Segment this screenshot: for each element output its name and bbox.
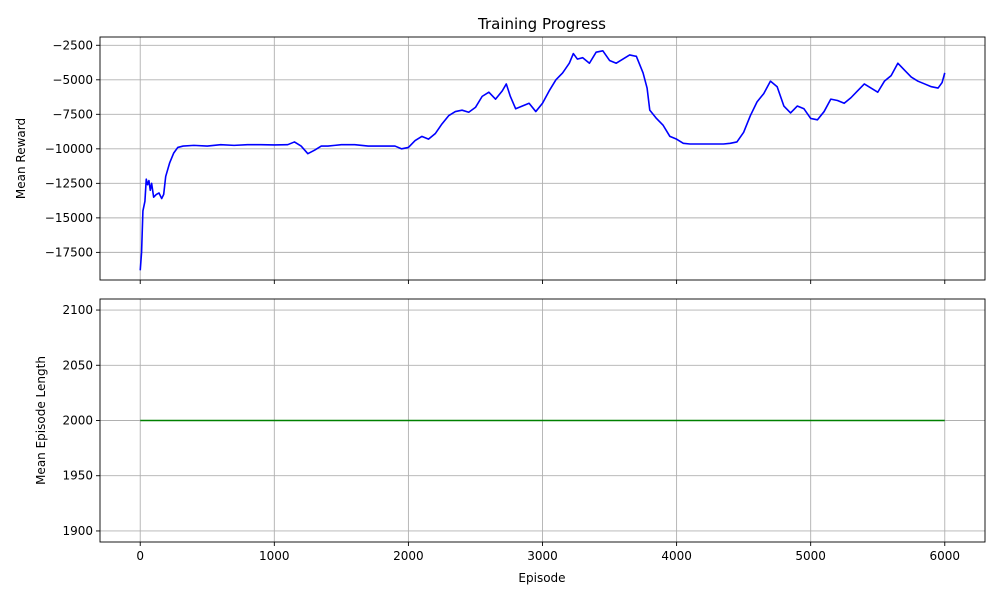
- episode-length-subplot: 0 1000 2000 3000 4000 5000 6000 1900 1950 2000 205…: [34, 298, 986, 585]
- y-tick-label: −2500: [52, 38, 93, 52]
- series-line: [139, 50, 946, 271]
- y-tick-label: −12500: [45, 176, 93, 190]
- chart-title: Training Progress: [477, 15, 606, 33]
- x-tick-label: 2000: [393, 549, 424, 563]
- y-tick-label: 2100: [62, 303, 93, 317]
- y-tick-label: −5000: [52, 73, 93, 87]
- reward-ticks: −17500 −15000 −12500 −10000 −7500 −5000 −2500: [45, 38, 946, 284]
- y-tick-label: 2000: [62, 414, 93, 428]
- reward-subplot: Training Progress −17500 −15000 −12500 −100…: [14, 15, 986, 284]
- length-ticks: 0 1000 2000 3000 4000 5000 6000 1900 1950 2000 205…: [62, 303, 960, 563]
- y-tick-label: 1900: [62, 524, 93, 538]
- length-y-axis-label: Mean Episode Length: [34, 356, 48, 485]
- x-tick-label: 3000: [527, 549, 558, 563]
- x-tick-label: 6000: [929, 549, 960, 563]
- reward-y-axis-label: Mean Reward: [14, 118, 28, 199]
- y-tick-label: −17500: [45, 245, 93, 259]
- x-axis-label: Episode: [518, 571, 565, 585]
- x-tick-label: 5000: [795, 549, 826, 563]
- y-tick-label: −10000: [45, 142, 93, 156]
- x-tick-label: 1000: [259, 549, 290, 563]
- x-tick-label: 0: [136, 549, 144, 563]
- y-tick-label: 2050: [62, 358, 93, 372]
- reward-grid: [100, 37, 985, 280]
- y-tick-label: −7500: [52, 107, 93, 121]
- x-tick-label: 4000: [661, 549, 692, 563]
- y-tick-label: −15000: [45, 211, 93, 225]
- reward-series: [139, 50, 946, 271]
- y-tick-label: 1950: [62, 469, 93, 483]
